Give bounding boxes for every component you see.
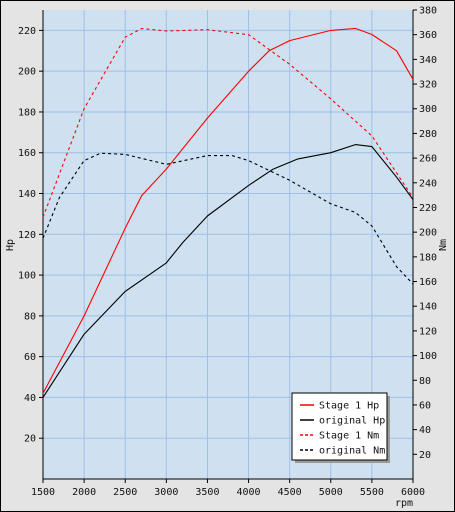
y-right-tick-label: 260: [419, 154, 437, 165]
y-right-tick-label: 20: [419, 450, 431, 461]
y-left-tick-label: 220: [18, 26, 36, 37]
legend-entry: Stage 1 Nm: [319, 431, 379, 442]
y-left-tick-label: 40: [24, 393, 36, 404]
x-tick-label: 4000: [237, 487, 261, 498]
legend-entry: Stage 1 Hp: [319, 401, 379, 412]
y-left-tick-label: 120: [18, 230, 36, 241]
y-axis-left-label: Hp: [5, 239, 16, 251]
y-right-tick-label: 80: [419, 376, 431, 387]
y-right-tick-label: 200: [419, 228, 437, 239]
y-right-tick-label: 280: [419, 129, 437, 140]
x-tick-label: 3000: [154, 487, 178, 498]
y-right-tick-label: 60: [419, 400, 431, 411]
y-axis-right-label: Nm: [438, 239, 449, 251]
series-line-original-nm: [42, 152, 414, 285]
x-tick-label: 2000: [72, 487, 96, 498]
y-right-tick-label: 360: [419, 30, 437, 41]
y-right-tick-label: 240: [419, 178, 437, 189]
y-right-tick-label: 40: [419, 425, 431, 436]
y-right-tick-label: 180: [419, 252, 437, 263]
x-tick-label: 5500: [360, 487, 384, 498]
legend-box: [291, 392, 388, 461]
y-right-tick-label: 120: [419, 326, 437, 337]
y-right-tick-label: 100: [419, 351, 437, 362]
x-tick-label: 2500: [113, 487, 137, 498]
y-right-tick-label: 380: [419, 6, 437, 17]
legend-entry: original Hp: [319, 416, 385, 427]
y-right-tick-label: 160: [419, 277, 437, 288]
x-tick-label: 3500: [195, 487, 219, 498]
y-left-tick-label: 80: [24, 311, 36, 322]
y-left-tick-label: 20: [24, 434, 36, 445]
legend-entry: original Nm: [319, 446, 385, 457]
x-axis-label: rpm: [395, 498, 413, 509]
x-tick-label: 1500: [31, 487, 55, 498]
y-left-tick-label: 140: [18, 189, 36, 200]
y-left-tick-label: 160: [18, 148, 36, 159]
y-right-tick-label: 140: [419, 302, 437, 313]
y-left-tick-label: 180: [18, 107, 36, 118]
series-line-stage-1-hp: [42, 27, 414, 394]
y-left-tick-label: 200: [18, 67, 36, 78]
y-right-tick-label: 300: [419, 104, 437, 115]
x-tick-label: 4500: [278, 487, 302, 498]
series-line-stage-1-nm: [42, 27, 414, 218]
x-tick-label: 5000: [319, 487, 343, 498]
y-right-tick-label: 220: [419, 203, 437, 214]
y-left-tick-label: 60: [24, 352, 36, 363]
x-tick-label: 6000: [401, 487, 425, 498]
y-right-tick-label: 340: [419, 55, 437, 66]
series-line-original-hp: [42, 144, 414, 398]
y-right-tick-label: 320: [419, 80, 437, 91]
y-left-tick-label: 100: [18, 271, 36, 282]
